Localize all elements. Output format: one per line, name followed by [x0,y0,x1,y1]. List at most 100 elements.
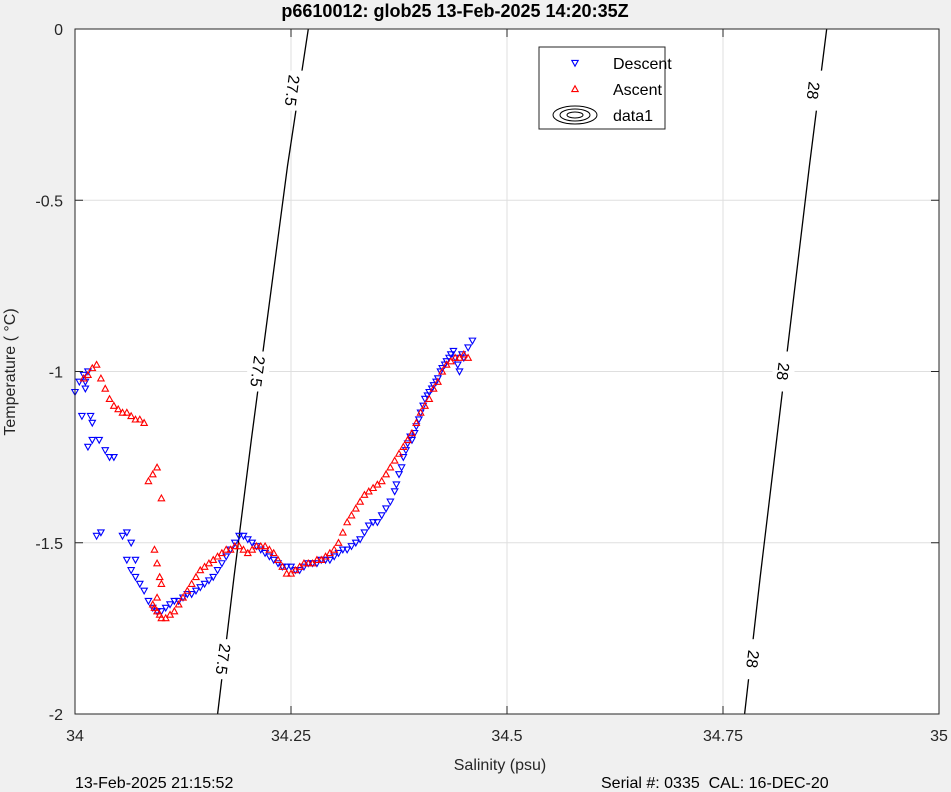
ascent-point [459,350,468,358]
contour-label-27.5: 27.5 [281,74,302,107]
ascent-point [152,606,162,615]
descent-point [468,337,477,346]
ascent-point [347,511,356,519]
ascent-point [105,394,114,403]
ascent-point [433,377,443,385]
ascent-point [343,517,352,526]
x-tick-label-0: 34 [66,728,84,745]
ascent-point [178,593,188,601]
ascent-point [235,541,244,550]
descent-point [191,587,201,596]
ascent-point [157,579,166,587]
ascent-point [265,545,274,553]
descent-point [459,354,468,363]
contour-label-28: 28 [772,361,791,381]
ascent-point [101,384,110,392]
descent-point [321,556,330,565]
ascent-point [403,435,412,444]
ascent-point [222,545,231,553]
series-ascent [79,350,473,622]
descent-point [351,539,360,548]
legend: Descent Ascent data1 [538,46,672,130]
legend-marker-descent [570,59,580,68]
descent-point [347,543,356,551]
descent-point [217,560,227,568]
descent-point [463,344,473,352]
descent-point [127,539,136,548]
ascent-point [83,370,93,379]
descent-point [425,388,434,397]
descent-point [282,563,291,572]
contour-label-bg-1-0 [802,70,825,111]
descent-point [83,443,93,452]
descent-point [334,549,343,558]
ascent-point [187,579,196,587]
x-tick-label-1: 34.25 [271,728,311,745]
data-series [70,337,477,622]
descent-point [86,412,95,421]
descent-point [453,361,462,369]
ascent-point [230,541,239,550]
descent-point [83,368,93,376]
x-axis-label: Salinity (psu) [454,757,546,774]
descent-point [312,560,322,568]
chart-title: p6610012: glob25 13-Feb-2025 14:20:35Z [281,1,628,21]
descent-point [449,347,458,356]
ascent-point [152,463,162,471]
descent-point [455,368,464,376]
descent-point [174,597,183,606]
ascent-point [152,593,162,601]
descent-point [399,454,408,462]
ascent-point [191,572,201,581]
ascent-point [131,415,140,423]
descent-point [442,358,451,366]
descent-point [295,567,304,575]
ascent-point [269,548,278,557]
ascent-point [150,545,159,553]
descent-point [95,436,104,445]
descent-point [355,536,365,544]
ascent-point [394,449,404,457]
descent-point [92,532,101,541]
descent-point [412,423,421,431]
y-tick-label-4: -2 [49,707,63,724]
ascent-point [118,408,127,416]
ascent-point [386,463,395,471]
descent-point [390,488,399,496]
descent-point [373,519,382,527]
ascent-point [338,528,347,536]
ascent-point [135,415,144,423]
y-tick-label-0: 0 [54,22,63,39]
contour-label-bg-0-1 [247,351,270,392]
descent-point [139,587,149,596]
descent-point [88,436,97,445]
descent-point [230,539,239,548]
ascent-point [109,401,119,409]
contour-label-bg-0-0 [281,70,304,111]
descent-point [131,573,140,582]
contour-label-28: 28 [742,649,761,669]
descent-point [135,580,144,589]
ascent-point [399,442,408,450]
x-tick-label-4: 35 [930,728,948,745]
ascent-point [304,558,313,567]
ascent-point [114,404,123,413]
ascent-point [139,418,149,426]
y-axis-label: Temperature ( °C) [2,308,19,435]
contour-label-bg-0-2 [212,639,235,680]
descent-point [360,529,369,537]
descent-point [144,597,153,606]
descent-point [101,447,110,455]
ascent-point [278,562,287,570]
ascent-point [96,374,106,382]
descent-point [183,591,192,599]
descent-point [420,395,430,404]
descent-point [394,471,404,479]
descent-point [165,601,175,609]
descent-point [325,556,335,565]
descent-point [343,546,352,554]
density-contours: 27.5 27.5 27.5 28 28 28 [212,28,828,715]
descent-point [75,378,84,387]
ascent-point [429,384,438,392]
